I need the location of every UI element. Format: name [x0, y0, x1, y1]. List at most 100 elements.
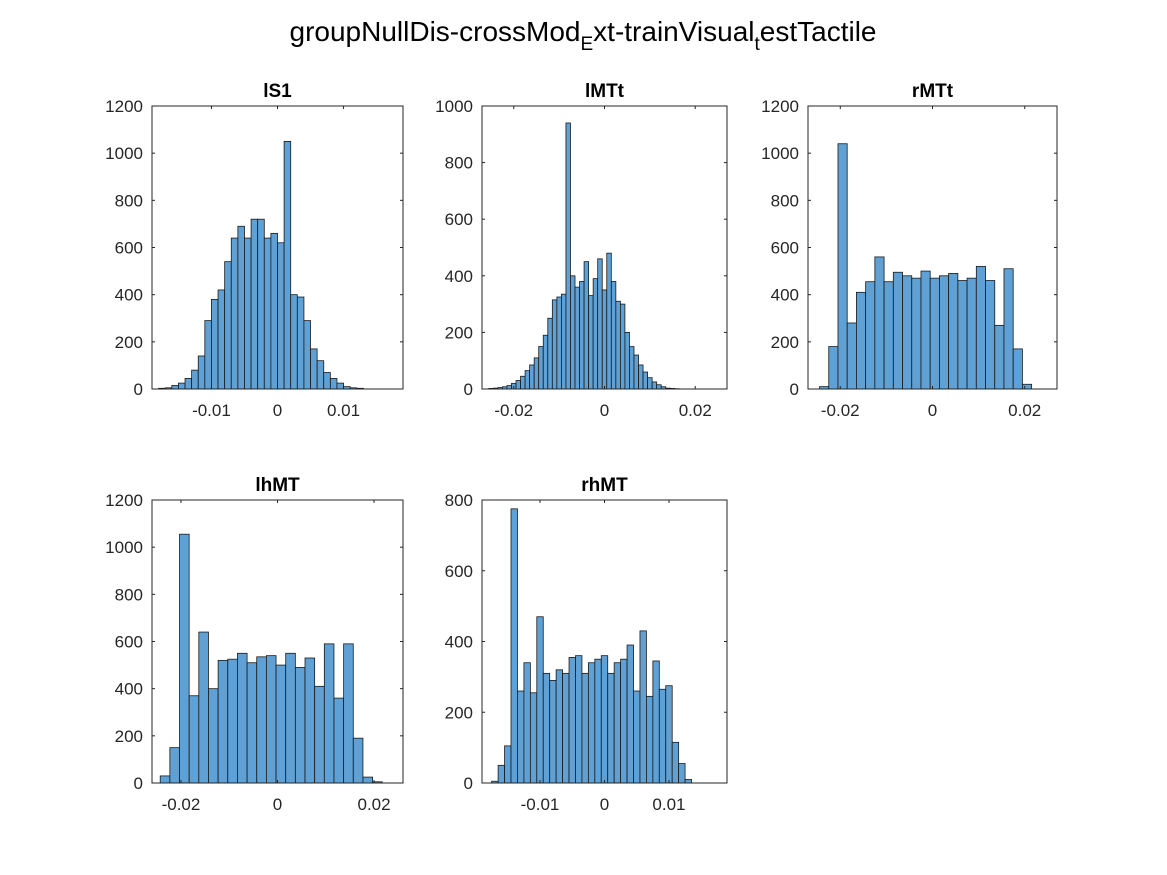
x-tick-label: -0.01: [192, 401, 231, 420]
y-tick-label: 600: [115, 633, 143, 652]
histogram-bar: [188, 695, 200, 784]
histogram-bar: [515, 380, 521, 390]
histogram-bar: [497, 764, 505, 784]
histogram-bar: [277, 242, 285, 390]
histogram-bar: [588, 295, 594, 390]
histogram-bar: [568, 657, 576, 784]
histogram-bar: [184, 377, 193, 390]
histogram-bar: [217, 659, 229, 784]
histogram-bar: [506, 385, 512, 390]
histogram-bar: [510, 508, 518, 784]
histogram-bar: [529, 364, 535, 390]
histogram-bar: [323, 643, 335, 784]
histogram-bar: [517, 690, 525, 784]
histogram-bar: [966, 277, 977, 390]
histogram-bar: [304, 657, 316, 784]
histogram-bar: [948, 273, 959, 390]
x-tick-label: 0.02: [357, 795, 390, 814]
histogram-bar: [651, 381, 658, 390]
x-tick-label: -0.01: [521, 795, 560, 814]
y-tick-label: 0: [134, 774, 143, 793]
x-tick-label: 0.02: [679, 401, 712, 420]
histogram-bar: [865, 281, 876, 390]
histogram-bar: [597, 258, 603, 390]
y-tick-label: 1200: [105, 97, 143, 116]
histogram-panel-rhmt: -0.01 0 0.01 0 200 400 600 800 rhMT: [445, 475, 728, 814]
histogram-bar: [523, 662, 531, 784]
y-tick-label: 400: [115, 286, 143, 305]
histogram-bar: [994, 324, 1005, 390]
histogram-bar: [592, 278, 599, 390]
histogram-bar: [620, 658, 628, 784]
histogram-bar: [619, 303, 626, 390]
histogram-bar: [191, 369, 199, 390]
histogram-bar: [633, 354, 639, 390]
histogram-bar: [333, 697, 345, 784]
histogram-bar: [606, 252, 612, 390]
histogram-bar: [343, 643, 354, 784]
histogram-bar: [985, 280, 996, 390]
histogram-bar: [294, 667, 306, 784]
y-tick-label: 0: [464, 774, 473, 793]
x-tick-label: 0: [273, 795, 282, 814]
figure-title-subscript: E: [580, 34, 593, 55]
histogram-bar: [902, 275, 913, 390]
histogram-bar: [975, 265, 986, 390]
y-tick-label: 1000: [435, 97, 473, 116]
histogram-bar: [581, 672, 589, 784]
histogram-bar: [547, 317, 553, 390]
histogram-bar: [658, 688, 667, 784]
y-tick-label: 400: [771, 286, 799, 305]
histogram-bar: [607, 672, 615, 784]
y-tick-label: 0: [790, 380, 799, 399]
histogram-bar: [263, 237, 272, 390]
figure-title-part: xt-trainVisual: [593, 16, 754, 47]
histogram-bar: [316, 360, 325, 390]
histogram-bar: [237, 225, 245, 390]
histogram-bar: [197, 355, 206, 390]
y-tick-label: 600: [115, 239, 143, 258]
histogram-bar: [179, 533, 190, 784]
y-tick-label: 800: [115, 585, 143, 604]
histogram-bar: [504, 745, 512, 784]
histogram-bar: [329, 377, 338, 390]
x-tick-label: 0: [928, 401, 937, 420]
histogram-bar: [256, 656, 267, 784]
histogram-bar: [638, 364, 644, 390]
histogram-bar: [257, 218, 265, 390]
y-tick-label: 1200: [105, 491, 143, 510]
histogram-bar: [303, 320, 311, 390]
histogram-bar: [883, 281, 894, 390]
histogram-bar: [1012, 348, 1023, 390]
panel-title: lhMT: [255, 475, 300, 496]
panel-title: lMTt: [585, 81, 625, 102]
x-tick-label: -0.02: [494, 401, 533, 420]
histogram-bar: [575, 655, 583, 784]
histogram-bar: [624, 331, 630, 390]
y-tick-label: 200: [771, 333, 799, 352]
y-tick-label: 0: [134, 380, 143, 399]
x-tick-label: 0.01: [327, 401, 360, 420]
histogram-bar: [1003, 268, 1014, 390]
histogram-bar: [362, 776, 373, 784]
x-tick-label: 0: [600, 401, 609, 420]
histogram-bar: [169, 747, 180, 784]
y-tick-label: 0: [464, 380, 473, 399]
histogram-bar: [684, 779, 692, 784]
histogram-bar: [678, 763, 686, 784]
histogram-bar: [244, 237, 252, 390]
histogram-bar: [939, 275, 950, 390]
y-tick-label: 1000: [105, 538, 143, 557]
histogram-bar: [565, 122, 571, 390]
histogram-bar: [336, 382, 344, 390]
histogram-bar: [270, 232, 278, 390]
x-tick-label: 0: [273, 401, 282, 420]
histogram-bar: [892, 271, 903, 390]
histogram-bar: [314, 685, 325, 784]
histogram-bar: [198, 631, 209, 784]
y-tick-label: 1000: [761, 144, 799, 163]
histogram-bar: [562, 672, 570, 784]
y-tick-label: 400: [115, 680, 143, 699]
histogram-bar: [583, 261, 590, 390]
histogram-panel-rmtt: -0.02 0 0.02 0 200 400 600 800 1000 1200 rMTt: [761, 81, 1058, 420]
